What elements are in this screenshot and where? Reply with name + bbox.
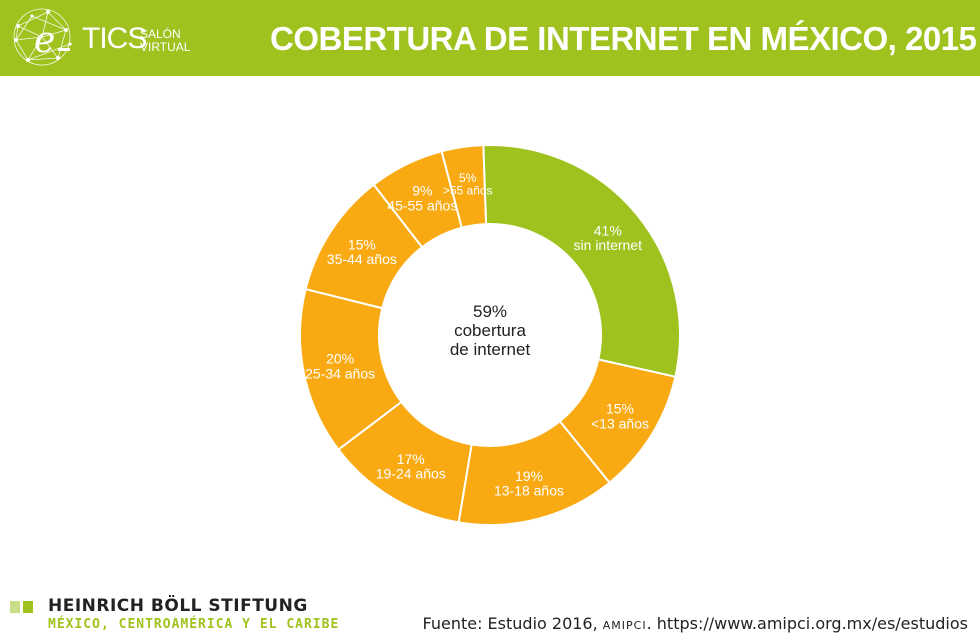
logo-sub-line-1: SALÓN (140, 27, 181, 41)
slice-pct-6: 15% (606, 401, 634, 417)
slice-label-6: 15% <13 años (591, 401, 649, 432)
slice-label-5: 19% 13-18 años (494, 468, 564, 499)
slice-pct-7: 41% (594, 222, 622, 238)
slice-label-0: 5% >55 años (443, 171, 493, 198)
slice-category-5: 13-18 años (494, 483, 564, 499)
slice-pct-0: 5% (459, 171, 477, 185)
center-label-line-2: de internet (450, 340, 531, 359)
logo-tics-text: TICS (82, 22, 147, 55)
center-label-line-1: cobertura (454, 321, 526, 340)
source-org: AMIPCI (602, 619, 647, 632)
logo-sub-line-2: VIRTUAL (140, 40, 191, 54)
slice-category-1: 45-55 años (387, 197, 457, 213)
etics-logo: e TICS SALÓN VIRTUAL (8, 4, 208, 70)
logo-letter: e (34, 20, 55, 61)
slice-pct-4: 17% (397, 451, 425, 467)
header-bar: e TICS SALÓN VIRTUAL COBERTURA DE INTERN… (0, 0, 980, 76)
slice-pct-5: 19% (515, 468, 543, 484)
source-suffix: . https://www.amipci.org.mx/es/estudios (646, 614, 968, 633)
slice-pct-2: 15% (348, 236, 376, 252)
slice-pct-3: 20% (326, 351, 354, 367)
slice-label-7: 41% sin internet (574, 222, 643, 253)
donut-slice-7 (482, 144, 681, 378)
slice-category-4: 19-24 años (376, 465, 446, 481)
source-prefix: Fuente: Estudio 2016, (422, 614, 603, 633)
chart-title: COBERTURA DE INTERNET EN MÉXICO, 2015 (270, 20, 977, 57)
slice-pct-1: 9% (412, 183, 432, 199)
slice-label-3: 20% 25-34 años (305, 351, 375, 382)
slice-label-4: 17% 19-24 años (376, 451, 446, 482)
source-note: Fuente: Estudio 2016, AMIPCI. https://ww… (423, 614, 969, 633)
donut-slices (299, 144, 681, 526)
slice-category-3: 25-34 años (305, 365, 375, 381)
heinrich-boll-logo: HEINRICH BÖLL STIFTUNG MÉXICO, CENTROAMÉ… (10, 596, 390, 636)
slice-category-6: <13 años (591, 415, 649, 431)
slice-label-1: 9% 45-55 años (387, 183, 457, 214)
slice-category-7: sin internet (574, 237, 643, 253)
center-label-line-0: 59% (473, 302, 507, 321)
slice-label-2: 15% 35-44 años (327, 236, 397, 267)
slice-category-0: >55 años (443, 183, 493, 197)
logo-subtitle: SALÓN VIRTUAL (140, 28, 190, 54)
hb-squares-icon (10, 600, 36, 618)
slice-category-2: 35-44 años (327, 251, 397, 267)
org-region: MÉXICO, CENTROAMÉRICA Y EL CARIBE (48, 617, 340, 632)
network-globe-icon: e (13, 8, 72, 66)
org-name: HEINRICH BÖLL STIFTUNG (48, 596, 308, 616)
